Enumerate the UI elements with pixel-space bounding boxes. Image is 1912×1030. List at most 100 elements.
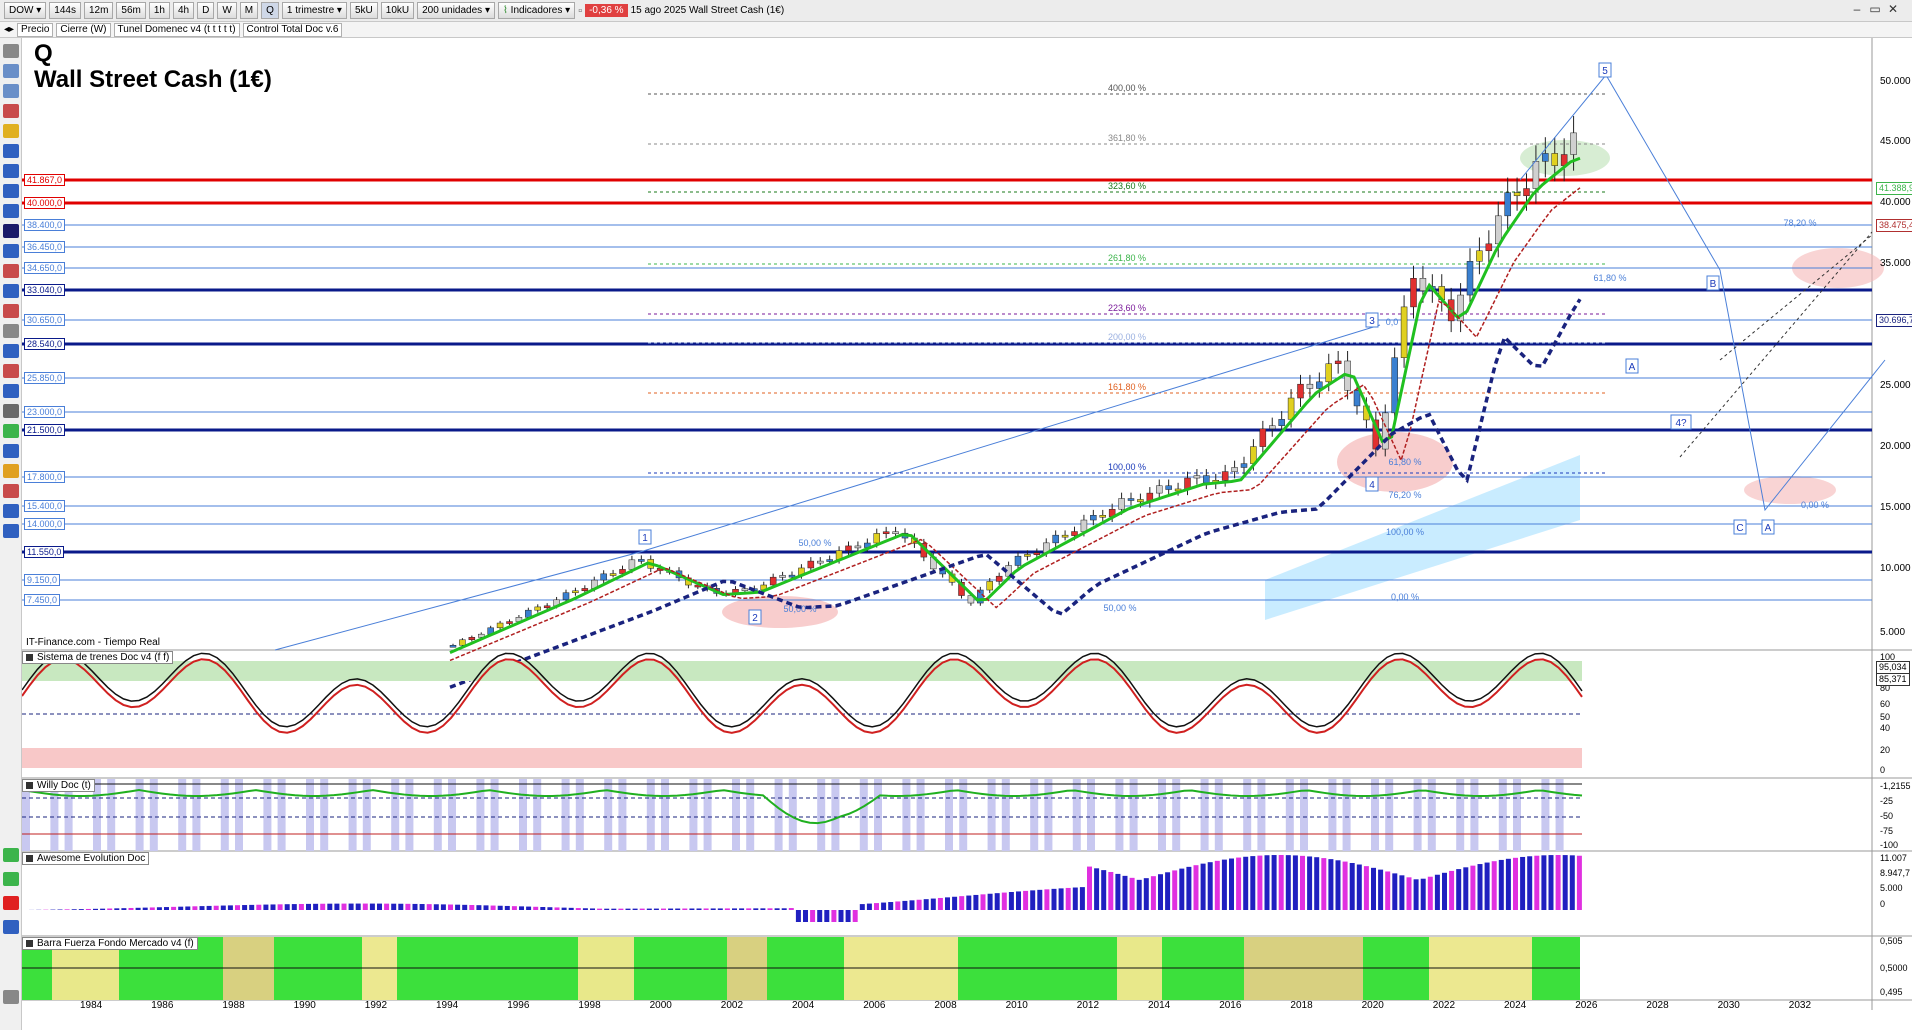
panel-trenes-label[interactable]: Sistema de trenes Doc v4 (f f)	[22, 651, 174, 664]
level-label[interactable]: 25.850,0	[24, 372, 66, 384]
panel-barra-label[interactable]: Barra Fuerza Fondo Mercado v4 (f)	[22, 937, 198, 950]
level-label[interactable]: 38.400,0	[24, 219, 66, 231]
awesome-bar	[1229, 858, 1234, 910]
level-label[interactable]: 34.650,0	[24, 262, 66, 274]
trend-tool-icon[interactable]	[3, 144, 19, 158]
awesome-bar	[1030, 890, 1036, 910]
tf-q[interactable]: Q	[261, 2, 279, 19]
vol-10ku[interactable]: 10kU	[380, 2, 415, 19]
minimize-icon[interactable]: –	[1853, 2, 1861, 16]
info-icon[interactable]: ▫	[578, 4, 583, 17]
tf-4h[interactable]: 4h	[172, 2, 195, 19]
panel-willy-label[interactable]: Willy Doc (t)	[22, 779, 95, 792]
delete-icon[interactable]	[3, 896, 19, 910]
tf-56m[interactable]: 56m	[116, 2, 146, 19]
candle	[1231, 460, 1238, 479]
tf-w[interactable]: W	[217, 2, 237, 19]
level-label[interactable]: 15.400,0	[24, 500, 66, 512]
tf-1h[interactable]: 1h	[148, 2, 170, 19]
level-label[interactable]: 23.000,0	[24, 406, 66, 418]
text-tool-icon[interactable]	[3, 224, 19, 238]
units-selector[interactable]: 200 unidades ▾	[417, 2, 495, 19]
symbol-selector[interactable]: DOW ▾	[4, 2, 47, 19]
measure-tool-icon[interactable]	[3, 504, 19, 518]
alert-tool-icon[interactable]	[3, 484, 19, 498]
level-label[interactable]: 33.040,0	[24, 284, 66, 296]
period-selector[interactable]: 1 trimestre ▾	[281, 2, 347, 19]
target-tool-icon[interactable]	[3, 424, 19, 438]
candle	[1099, 509, 1106, 522]
cycle-tool-icon[interactable]	[3, 384, 19, 398]
level-label[interactable]: 40.000,0	[24, 197, 66, 209]
awesome-bar	[511, 906, 517, 910]
level-label[interactable]: 9.150,0	[24, 574, 61, 586]
brush-tool-icon[interactable]	[3, 404, 19, 418]
level-label[interactable]: 7.450,0	[24, 594, 61, 606]
level-label[interactable]: 14.000,0	[24, 518, 66, 530]
price-axis-label: 50.000	[1880, 76, 1911, 87]
arrow-tool-icon[interactable]	[3, 244, 19, 258]
series-control[interactable]: Control Total Doc v.6	[242, 22, 343, 37]
line-tool-icon[interactable]	[3, 104, 19, 118]
zoom-icon[interactable]	[3, 64, 19, 78]
close-icon[interactable]: ✕	[1887, 2, 1899, 16]
check-icon[interactable]	[3, 848, 19, 862]
willy-bar	[646, 779, 655, 851]
candle-body	[854, 545, 862, 549]
awesome-bar	[142, 907, 148, 910]
series-close[interactable]: Cierre (W)	[56, 22, 111, 37]
channel-tool-icon[interactable]	[3, 164, 19, 178]
panel-axis-label: 0,5000	[1880, 963, 1908, 973]
year-label: 1996	[507, 1000, 530, 1011]
tf-m[interactable]: M	[239, 2, 259, 19]
wave-tool-icon[interactable]	[3, 344, 19, 358]
note-tool-icon[interactable]	[3, 464, 19, 478]
hline-tool-icon[interactable]	[3, 204, 19, 218]
vol-5ku[interactable]: 5kU	[349, 2, 378, 19]
marker-tool-icon[interactable]	[3, 364, 19, 378]
level-label[interactable]: 28.540,0	[24, 338, 66, 350]
wave-label: 2	[752, 613, 758, 624]
tf-144s[interactable]: 144s	[49, 2, 81, 19]
level-label[interactable]: 30.650,0	[24, 314, 66, 326]
candle	[449, 643, 457, 648]
series-price[interactable]: Precio	[17, 22, 54, 37]
awesome-bar	[1548, 855, 1554, 910]
level-label[interactable]: 36.450,0	[24, 241, 66, 253]
awesome-bar	[732, 908, 737, 910]
bell-icon[interactable]	[3, 124, 19, 138]
settings-icon[interactable]	[3, 990, 19, 1004]
restore-icon[interactable]: ▭	[1869, 2, 1881, 16]
rect-tool-icon[interactable]	[3, 264, 19, 278]
tf-12m[interactable]: 12m	[83, 2, 114, 19]
sub-nav-icon[interactable]: ◂▸	[4, 24, 15, 35]
ellipse-tool-icon[interactable]	[3, 284, 19, 298]
tf-d[interactable]: D	[197, 2, 215, 19]
zoom-out-icon[interactable]	[3, 84, 19, 98]
candle-body	[741, 588, 749, 591]
ruler-tool-icon[interactable]	[3, 324, 19, 338]
polygon-tool-icon[interactable]	[3, 444, 19, 458]
series-tunel[interactable]: Tunel Domenec v4 (t t t t t)	[113, 22, 240, 37]
thumbs-up-icon[interactable]	[3, 872, 19, 886]
level-label[interactable]: 21.500,0	[24, 424, 66, 436]
willy-bar	[1001, 779, 1010, 851]
awesome-bar	[1037, 889, 1043, 910]
panel-awesome-label[interactable]: Awesome Evolution Doc	[22, 852, 150, 865]
indicators-button[interactable]: ⌇ Indicadores ▾	[498, 2, 576, 19]
fib-tool-icon[interactable]	[3, 184, 19, 198]
cursor-icon[interactable]	[3, 44, 19, 58]
candle	[572, 587, 579, 596]
pitchfork-tool-icon[interactable]	[3, 304, 19, 318]
candle-body	[817, 560, 824, 564]
level-label[interactable]: 11.550,0	[24, 546, 65, 558]
level-label[interactable]: 17.800,0	[24, 471, 66, 483]
fan-tool-icon[interactable]	[3, 524, 19, 538]
willy-bar	[192, 779, 201, 851]
awesome-bar	[788, 908, 794, 910]
level-label[interactable]: 41.867,0	[24, 174, 66, 186]
layers-icon[interactable]	[3, 920, 19, 934]
candle	[882, 526, 890, 539]
chart-area[interactable]: 400,00 % 361,80 % 323,60 % 261,80 % 223,60 %…	[21, 38, 1912, 1030]
awesome-bar	[604, 908, 610, 910]
